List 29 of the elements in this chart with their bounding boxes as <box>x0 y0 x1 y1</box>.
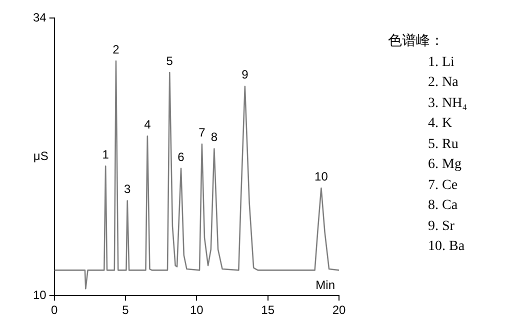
text: 6. Mg <box>427 156 462 174</box>
x-tick-label: 5 <box>122 303 130 318</box>
text: 5. Ru <box>427 136 460 154</box>
text: 色谱峰： <box>388 32 445 51</box>
text: 8. Ca <box>427 197 459 215</box>
x-tick-label: 15 <box>261 303 275 318</box>
annotation: 4 <box>144 117 152 132</box>
text: 9. Sr <box>427 218 456 236</box>
annotation: 1 <box>102 147 110 162</box>
y-axis-title: μS <box>33 149 48 164</box>
text: 2. Na <box>427 74 460 92</box>
text: 1. Li <box>427 54 456 72</box>
annotation: 8 <box>210 130 218 144</box>
annotation: 7 <box>198 126 206 140</box>
x-tick-label: 20 <box>332 303 346 318</box>
text: 7. Ce <box>427 176 459 194</box>
annotation: 2 <box>112 42 120 56</box>
annotation: 10 <box>314 169 328 184</box>
x-tick-label: 0 <box>51 303 58 318</box>
annotation: 5 <box>166 54 174 68</box>
annotation: 9 <box>242 68 249 82</box>
text: 3. NH₄ <box>427 94 468 112</box>
annotation: 6 <box>178 150 185 164</box>
y-tick-label: 34 <box>32 10 47 25</box>
text: 10. Ba <box>427 238 466 256</box>
x-tick-label: 10 <box>190 303 204 318</box>
x-axis-title: Min <box>316 278 335 292</box>
annotation: 3 <box>124 182 132 196</box>
text: 4. K <box>427 115 454 133</box>
